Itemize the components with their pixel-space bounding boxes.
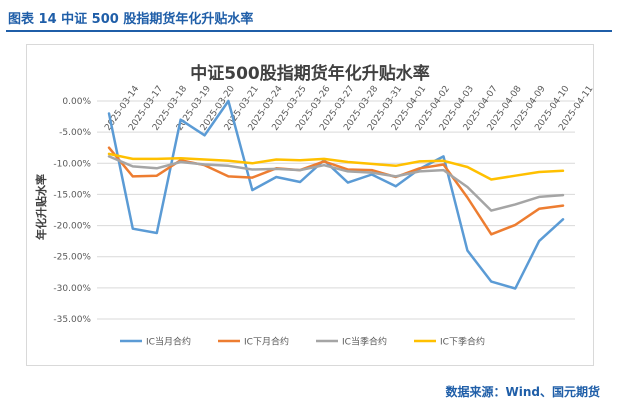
series-line-4 xyxy=(107,152,565,181)
y-tick-label: -35.00% xyxy=(53,315,91,325)
y-tick-label: -25.00% xyxy=(53,253,91,263)
series-line-3 xyxy=(107,155,565,212)
series-line-2 xyxy=(107,146,565,236)
legend-label: IC下季合约 xyxy=(440,336,485,348)
chart-frame: 中证500股指期货年化升贴水率 年化升贴水率 0.00% -5.00% -10.00… xyxy=(26,44,594,366)
y-tick-label: 0.00% xyxy=(62,97,91,107)
y-tick-label: -30.00% xyxy=(53,284,91,294)
legend-label: IC下月合约 xyxy=(244,336,289,348)
y-tick-label: -5.00% xyxy=(59,128,91,138)
x-tick-labels: 2025-03-142025-03-172025-03-182025-03-19… xyxy=(103,84,593,133)
legend-label: IC当月合约 xyxy=(146,336,191,348)
figure-caption: 图表 14 中证 500 股指期货年化升贴水率 xyxy=(8,12,254,27)
caption-rule xyxy=(6,30,612,32)
y-tick-label: -15.00% xyxy=(53,190,91,200)
line-chart: 中证500股指期货年化升贴水率 年化升贴水率 0.00% -5.00% -10.00… xyxy=(34,63,593,348)
series-line-1 xyxy=(107,99,565,290)
y-tick-label: -20.00% xyxy=(53,222,91,232)
legend-label: IC当季合约 xyxy=(342,336,387,348)
y-tick-labels: 0.00% -5.00% -10.00% -15.00% -20.00% -25.00% -… xyxy=(53,97,91,325)
y-axis-label: 年化升贴水率 xyxy=(34,174,48,240)
series-lines xyxy=(107,99,565,290)
source-note: 数据来源：Wind、国元期货 xyxy=(445,385,600,399)
chart-title: 中证500股指期货年化升贴水率 xyxy=(190,63,430,84)
y-tick-label: -10.00% xyxy=(53,159,91,169)
legend: IC当月合约 IC下月合约 IC当季合约 IC下季合约 xyxy=(120,336,485,348)
